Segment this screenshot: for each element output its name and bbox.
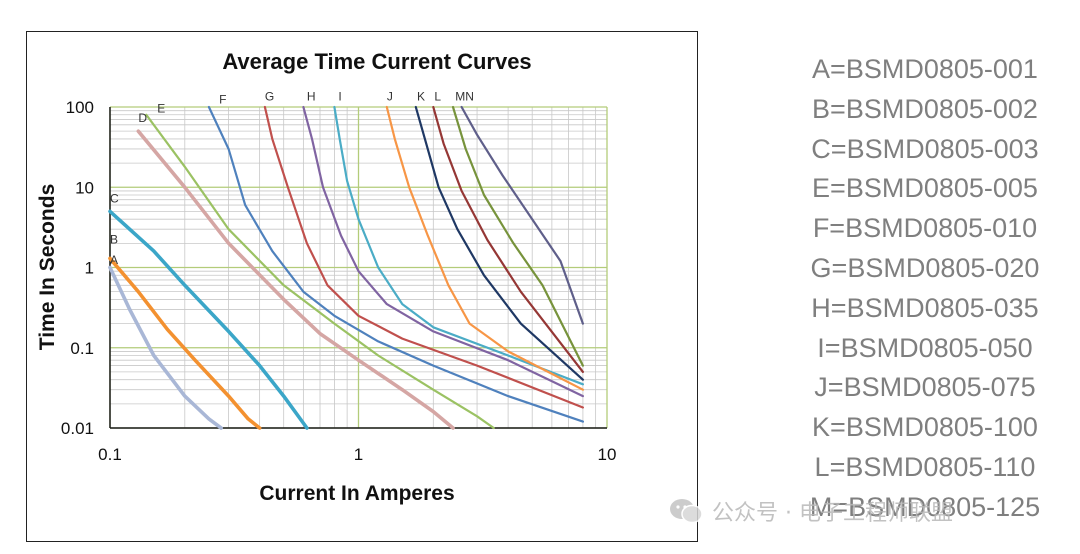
legend-item: E=BSMD0805-005 bbox=[812, 173, 1038, 204]
curve-label: C bbox=[110, 191, 119, 205]
curve-label: L bbox=[434, 90, 441, 104]
curve-a bbox=[108, 265, 223, 430]
curve-l bbox=[432, 105, 584, 373]
curve-label: I bbox=[338, 90, 341, 104]
y-tick-label: 0.1 bbox=[70, 339, 94, 358]
curve-e bbox=[145, 113, 495, 430]
curve-m bbox=[451, 105, 584, 367]
legend-item: G=BSMD0805-020 bbox=[810, 252, 1040, 283]
curves bbox=[108, 105, 584, 430]
legend-item: B=BSMD0805-002 bbox=[812, 93, 1038, 124]
curve-label: K bbox=[417, 90, 425, 104]
legend-item: F=BSMD0805-010 bbox=[812, 213, 1038, 244]
chart-frame: A B C D E F G H I J K L MN 0.1 1 10 100 10 1 0.1 0.01 Avera… bbox=[26, 31, 698, 542]
curve-label: F bbox=[219, 93, 226, 107]
curve-label: E bbox=[157, 102, 165, 116]
legend-item: H=BSMD0805-035 bbox=[811, 292, 1039, 323]
curve-c bbox=[108, 209, 309, 430]
x-tick-label: 0.1 bbox=[98, 445, 122, 464]
curve-label: B bbox=[110, 232, 118, 246]
curve-f bbox=[207, 105, 584, 423]
wechat-icon bbox=[670, 499, 703, 524]
chart-title: Average Time Current Curves bbox=[222, 49, 531, 74]
watermark: 公众号 · 电子工程师联盟 bbox=[668, 493, 953, 529]
curve-label: G bbox=[265, 90, 274, 104]
y-tick-label: 1 bbox=[85, 259, 94, 278]
curve-n bbox=[460, 105, 584, 325]
part-number-legend: A=BSMD0805-001 B=BSMD0805-002 C=BSMD0805-0… bbox=[780, 50, 1070, 528]
x-tick-label: 1 bbox=[354, 445, 363, 464]
curve-k bbox=[414, 105, 584, 381]
curve-label: A bbox=[110, 253, 118, 267]
y-axis-title: Time In Seconds bbox=[36, 184, 59, 351]
legend-item: K=BSMD0805-100 bbox=[812, 412, 1038, 443]
curve-g bbox=[263, 105, 584, 409]
legend-item: C=BSMD0805-003 bbox=[811, 133, 1039, 164]
y-tick-label: 10 bbox=[75, 178, 94, 197]
curve-j bbox=[385, 105, 584, 391]
curve-labels: AB C DE F G H I J K L MN bbox=[110, 90, 474, 268]
curve-label: MN bbox=[455, 90, 474, 104]
curve-label: H bbox=[307, 90, 316, 104]
legend-item: J=BSMD0805-075 bbox=[814, 372, 1036, 403]
y-tick-label: 0.01 bbox=[61, 419, 94, 438]
legend-item: L=BSMD0805-110 bbox=[814, 451, 1036, 482]
curve-i bbox=[333, 105, 584, 386]
curve-d bbox=[136, 129, 455, 430]
watermark-text: 公众号 · 电子工程师联盟 bbox=[712, 501, 953, 526]
curve-b bbox=[108, 256, 262, 430]
curve-label: D bbox=[138, 111, 147, 125]
legend-item: I=BSMD0805-050 bbox=[817, 332, 1033, 363]
legend-item: M=BSMD0805-125 bbox=[809, 491, 1041, 522]
y-tick-label: 100 bbox=[66, 98, 94, 117]
x-tick-label: 10 bbox=[598, 445, 617, 464]
legend-item: A=BSMD0805-001 bbox=[812, 54, 1038, 84]
curve-h bbox=[302, 105, 584, 398]
curve-label: J bbox=[387, 90, 393, 104]
x-axis-title: Current In Amperes bbox=[259, 482, 454, 505]
